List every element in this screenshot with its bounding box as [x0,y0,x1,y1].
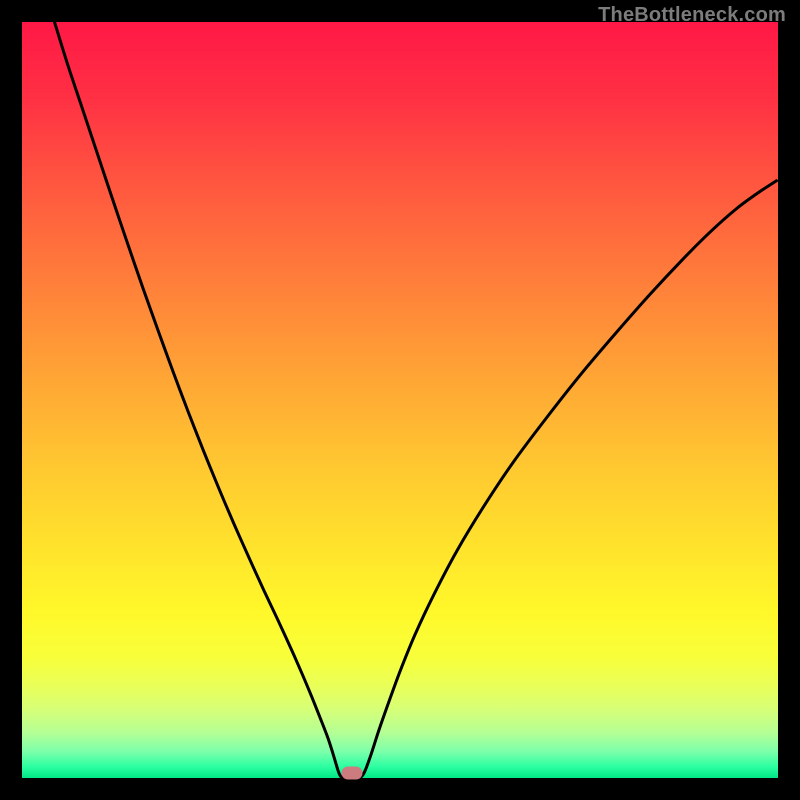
chart-container: TheBottleneck.com [0,0,800,800]
bottleneck-plot [22,22,778,778]
optimum-marker [341,767,362,780]
plot-background [22,22,778,778]
